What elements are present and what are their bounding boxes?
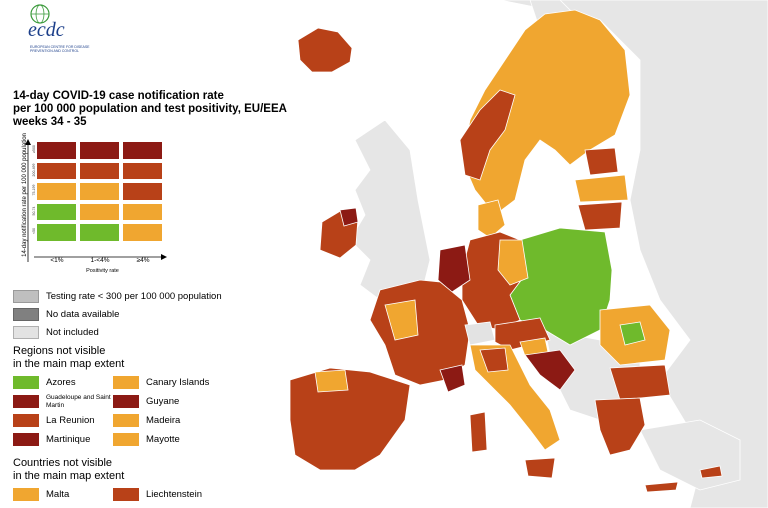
y-tick-label: <50	[32, 228, 36, 234]
portugal-orange-shape	[314, 369, 349, 393]
matrix-cell-r2-c1	[79, 182, 120, 201]
matrix-cell-r1-c2	[122, 161, 163, 181]
no-data-label: No data available	[46, 309, 120, 320]
northern-ireland-shape	[339, 207, 359, 227]
matrix-x-axis-label: Positivity rate	[86, 268, 119, 274]
denmark-shape	[477, 199, 506, 239]
y-axis-arrow	[25, 139, 31, 262]
matrix-cell-r4-c2	[122, 223, 163, 242]
matrix-cell-r2-c2	[122, 182, 163, 201]
matrix-cell-r1-c0	[36, 161, 77, 181]
region-label: Mayotte	[146, 434, 180, 445]
logo-subtitle: EUROPEAN CENTRE FOR DISEASE PREVENTION A…	[30, 45, 100, 53]
region-label: Guadeloupe and Saint Martin	[46, 394, 111, 409]
y-tick-label: 200-499	[32, 163, 36, 176]
countries-heading-line-1: Countries not visible	[13, 457, 113, 469]
italy-red-shape	[479, 347, 509, 373]
switzerland-shape	[464, 321, 496, 346]
x-tick-label: <1%	[50, 257, 64, 264]
testing-label: Testing rate < 300 per 100 000 populatio…	[46, 291, 222, 302]
regions-heading-line-2: in the main map extent	[13, 358, 125, 370]
title-line-2: per 100 000 population and test positivi…	[13, 103, 287, 115]
regions-heading-line-1: Regions not visible	[13, 345, 106, 357]
crete-shape	[644, 481, 679, 493]
region-label: Martinique	[46, 434, 91, 445]
x-tick-label: ≥4%	[136, 257, 150, 264]
matrix-cell-r2-c0	[36, 182, 77, 201]
matrix-cell-r1-c1	[79, 161, 120, 181]
bulgaria-shape	[609, 364, 671, 401]
country-swatch	[13, 488, 39, 501]
x-tick-label: 1-<4%	[90, 257, 110, 264]
region-swatch	[113, 414, 139, 427]
matrix-y-axis-label: 14-day notification rate per 100 000 pop…	[22, 133, 28, 257]
region-label: Azores	[46, 377, 76, 388]
title-line-1: 14-day COVID-19 case notification rate	[13, 90, 224, 102]
region-swatch	[13, 433, 39, 446]
countries-heading: Countries not visible in the main map ex…	[13, 457, 124, 483]
country-label: Liechtenstein	[146, 489, 202, 500]
matrix-cell-r3-c1	[79, 202, 120, 222]
x-axis-arrow	[34, 254, 167, 260]
matrix-cell-r4-c0	[36, 223, 77, 242]
france-orange-shape	[384, 299, 419, 341]
no-data-swatch	[13, 308, 39, 321]
region-swatch	[113, 395, 139, 408]
matrix-cell-r0-c1	[79, 141, 120, 160]
baltic-estonia-shape	[584, 147, 619, 176]
testing-swatch	[13, 290, 39, 303]
matrix-cell-r0-c0	[36, 141, 77, 160]
region-swatch	[13, 376, 39, 389]
not-included-swatch	[13, 326, 39, 339]
region-label: Madeira	[146, 415, 181, 426]
baltic-latvia-shape	[574, 174, 629, 203]
region-label: La Reunion	[46, 415, 95, 426]
sicily-shape	[524, 457, 556, 479]
sardinia-shape	[469, 411, 488, 453]
romania-green-shape	[619, 321, 646, 346]
region-label: Canary Islands	[146, 377, 210, 388]
iceland-shape	[297, 27, 353, 73]
cyprus-shape	[699, 465, 723, 479]
benelux-shape	[437, 244, 471, 293]
matrix-cell-r3-c0	[36, 202, 77, 222]
region-swatch	[13, 395, 39, 408]
country-swatch	[113, 488, 139, 501]
regions-heading: Regions not visible in the main map exte…	[13, 345, 124, 371]
y-tick-label: 75-199	[32, 184, 36, 196]
not-included-label: Not included	[46, 327, 99, 338]
iberia-shape	[289, 367, 411, 471]
y-tick-label: ≥500	[32, 145, 36, 153]
baltic-lithuania-shape	[577, 201, 623, 231]
logo-wordmark: ecdc	[28, 19, 65, 41]
region-swatch	[13, 414, 39, 427]
croatia-shape	[524, 349, 576, 391]
y-tick-label: 50-74	[32, 206, 36, 215]
greece-shape	[594, 397, 646, 456]
france-south-dark-shape	[439, 364, 466, 393]
matrix-cell-r4-c1	[79, 223, 120, 242]
logo-subtitle-text: EUROPEAN CENTRE FOR DISEASE PREVENTION A…	[30, 45, 90, 53]
globe-icon: ecdc	[28, 4, 65, 41]
title-line-3: weeks 34 - 35	[13, 116, 87, 128]
norway-red-shape	[459, 89, 516, 181]
risk-matrix	[36, 141, 166, 257]
germany-east-shape	[497, 239, 529, 286]
countries-heading-line-2: in the main map extent	[13, 470, 125, 482]
region-swatch	[113, 433, 139, 446]
matrix-cell-r0-c2	[122, 141, 163, 160]
map-title: 14-day COVID-19 case notification rate p…	[13, 90, 313, 129]
matrix-cell-r3-c2	[122, 202, 163, 222]
ecdc-logo: ecdc EUROPEAN CENTRE FOR DISEASE PREVENT…	[22, 2, 100, 58]
country-label: Malta	[46, 489, 70, 500]
region-label: Guyane	[146, 396, 180, 407]
region-swatch	[113, 376, 139, 389]
